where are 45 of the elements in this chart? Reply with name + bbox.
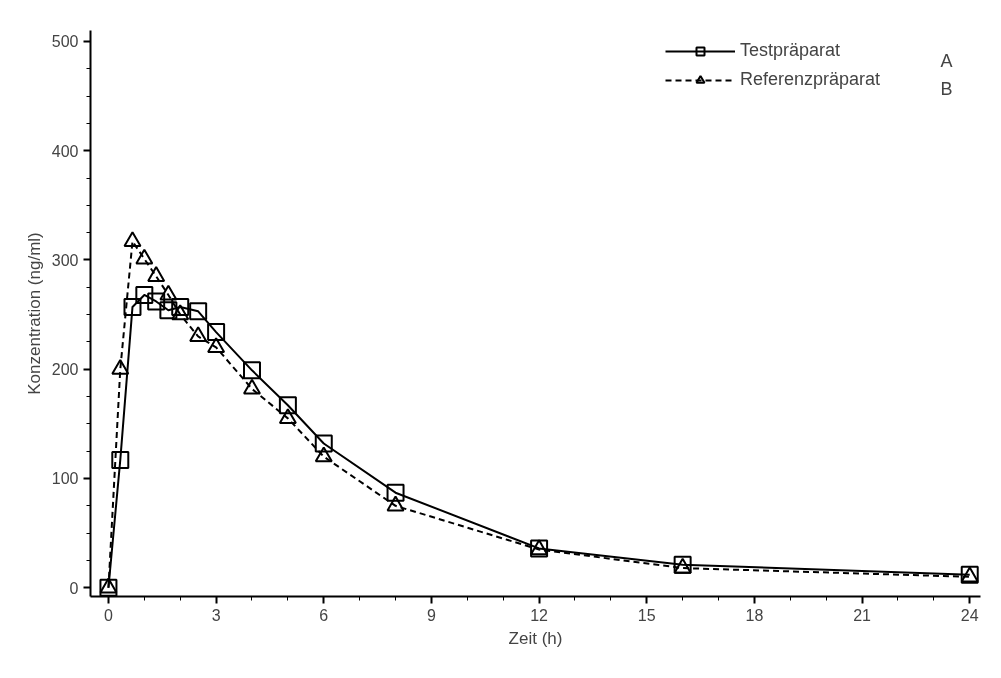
x-tick-label: 3 xyxy=(211,606,221,624)
point xyxy=(135,248,154,265)
point xyxy=(189,326,208,343)
x-tick-label: 18 xyxy=(745,606,764,624)
point xyxy=(314,434,333,453)
x-tick-label: 12 xyxy=(530,606,549,624)
point xyxy=(159,301,178,320)
annotation: B xyxy=(940,78,953,99)
point xyxy=(386,495,405,512)
point xyxy=(135,285,154,304)
y-tick-label: 300 xyxy=(51,251,79,269)
point xyxy=(111,358,130,375)
y-tick-label: 0 xyxy=(69,579,79,597)
x-tick-label: 21 xyxy=(853,606,872,624)
x-tick-label: 15 xyxy=(637,606,656,624)
x-tick-label: 0 xyxy=(103,606,113,624)
x-axis-title: Zeit (h) xyxy=(508,628,563,648)
point xyxy=(111,450,130,469)
point xyxy=(386,483,405,502)
y-axis-title: Konzentration (ng/ml) xyxy=(24,232,44,395)
x-tick-label: 6 xyxy=(319,606,329,624)
point xyxy=(189,302,208,321)
point xyxy=(242,361,261,380)
point xyxy=(171,304,190,321)
point xyxy=(147,292,166,311)
point xyxy=(207,323,226,342)
point xyxy=(171,297,190,316)
point xyxy=(159,284,178,301)
annotation: A xyxy=(940,50,953,71)
x-tick-label: 9 xyxy=(426,606,436,624)
legend-label: Referenzpräparat xyxy=(740,69,881,89)
point xyxy=(207,337,226,353)
x-tick-label: 24 xyxy=(960,606,979,624)
point xyxy=(147,266,166,282)
y-tick-label: 100 xyxy=(51,470,79,488)
y-tick-label: 500 xyxy=(51,33,79,51)
point xyxy=(278,396,297,415)
point xyxy=(123,297,142,316)
point xyxy=(242,378,261,395)
point xyxy=(314,446,333,463)
y-tick-label: 200 xyxy=(51,361,79,379)
point xyxy=(123,231,142,247)
point xyxy=(278,408,297,425)
y-tick-label: 400 xyxy=(51,142,79,160)
legend-label: Testpräparat xyxy=(740,40,841,60)
